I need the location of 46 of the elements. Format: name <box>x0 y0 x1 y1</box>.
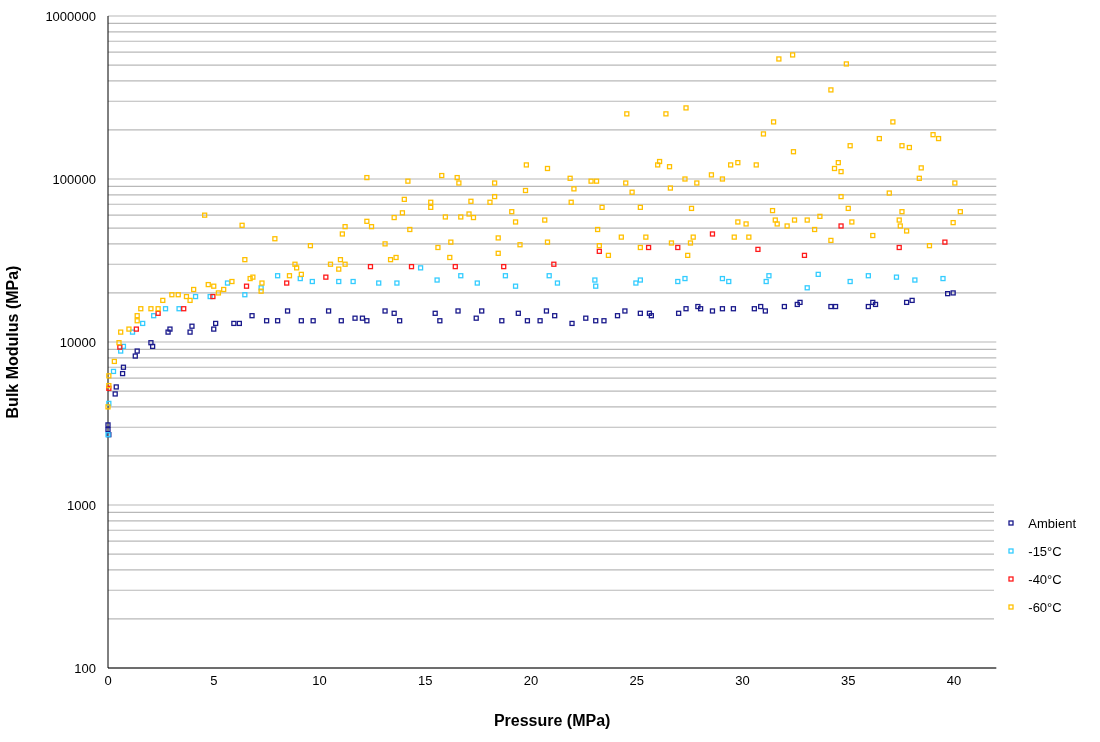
legend-label: -15°C <box>1028 543 1062 559</box>
point <box>284 280 290 286</box>
point <box>133 326 139 332</box>
point <box>176 306 182 312</box>
y-tick-label: 10000 <box>59 334 96 350</box>
legend-label: -40°C <box>1028 571 1062 587</box>
point <box>376 280 382 286</box>
point <box>117 344 123 350</box>
y-axis-title: Bulk Modulus (MPa) <box>3 265 21 419</box>
x-tick-label: 15 <box>418 673 433 689</box>
x-axis-title: Pressure (MPa) <box>493 712 611 729</box>
x-tick-label: 20 <box>523 673 539 689</box>
point <box>709 231 716 237</box>
legend-label: -60°C <box>1028 599 1062 615</box>
x-tick-label: 40 <box>946 673 962 689</box>
y-tick-label: 1000 <box>67 497 96 513</box>
point <box>155 310 161 316</box>
x-tick-label: 10 <box>312 673 327 689</box>
point <box>224 280 231 286</box>
point <box>940 275 946 282</box>
point <box>766 273 772 279</box>
x-tick-label: 35 <box>841 673 856 689</box>
point <box>434 277 440 283</box>
x-tick-label: 25 <box>629 673 644 689</box>
point <box>942 239 948 245</box>
point <box>394 280 400 286</box>
point <box>554 280 561 286</box>
x-tick-label: 0 <box>104 673 112 689</box>
point <box>637 277 643 283</box>
point <box>592 277 598 283</box>
x-tick-label: 5 <box>210 673 218 689</box>
point <box>417 265 424 271</box>
point <box>893 274 900 280</box>
y-tick-label: 100 <box>74 660 96 676</box>
y-tick-label: 1000000 <box>45 8 96 24</box>
point <box>633 280 639 286</box>
x-tick-label: 30 <box>735 673 750 689</box>
point <box>350 278 356 285</box>
point <box>912 277 918 283</box>
y-tick-label: 100000 <box>52 171 96 187</box>
point <box>682 275 688 282</box>
point <box>323 274 329 280</box>
legend-label: Ambient <box>1028 515 1076 531</box>
point <box>474 280 480 286</box>
point <box>838 223 844 229</box>
point <box>755 246 761 253</box>
